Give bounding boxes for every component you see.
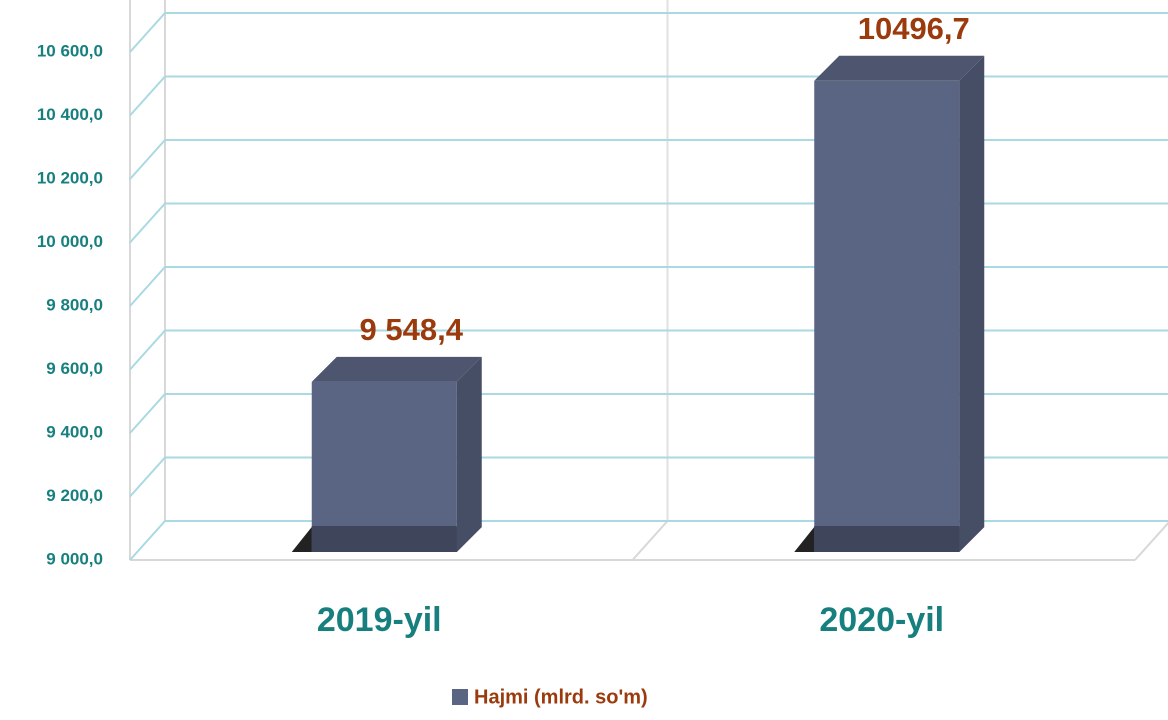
bar [814, 80, 960, 552]
bar-side [456, 356, 482, 552]
grid-line [129, 75, 1168, 117]
floor-edge [1134, 521, 1168, 561]
grid-line [129, 456, 1168, 498]
x-tick-label: 2020-yil [819, 601, 944, 639]
bar-side [959, 55, 985, 552]
bar-top [814, 55, 985, 81]
grid-line [129, 12, 1168, 53]
y-tick-label: 9 200,0 [46, 486, 103, 505]
bar-base [311, 526, 457, 552]
y-tick-label: 9 400,0 [46, 422, 103, 441]
legend-label: Hajmi (mlrd. so'm) [474, 686, 648, 708]
legend-swatch [452, 689, 468, 705]
y-tick-label: 10 000,0 [37, 232, 103, 251]
value-label: 9 548,4 [360, 312, 464, 347]
y-tick-label: 10 200,0 [37, 168, 103, 187]
bar-top [311, 356, 482, 382]
grid-line [129, 202, 1168, 244]
y-tick-label: 10 400,0 [37, 105, 103, 124]
y-tick-label: 9 000,0 [46, 549, 103, 568]
grid-line [129, 266, 1168, 307]
y-tick-label: 10 600,0 [37, 41, 103, 60]
grid-line [129, 393, 1168, 434]
value-label: 10496,7 [858, 11, 970, 46]
divider [631, 520, 669, 561]
x-tick-label: 2019-yil [317, 601, 442, 639]
grid-line [129, 329, 1168, 371]
grid-line [129, 139, 1168, 180]
bar [311, 381, 457, 552]
bar-base [814, 526, 960, 552]
y-tick-label: 9 800,0 [46, 295, 103, 314]
y-tick-label: 9 600,0 [46, 359, 103, 378]
